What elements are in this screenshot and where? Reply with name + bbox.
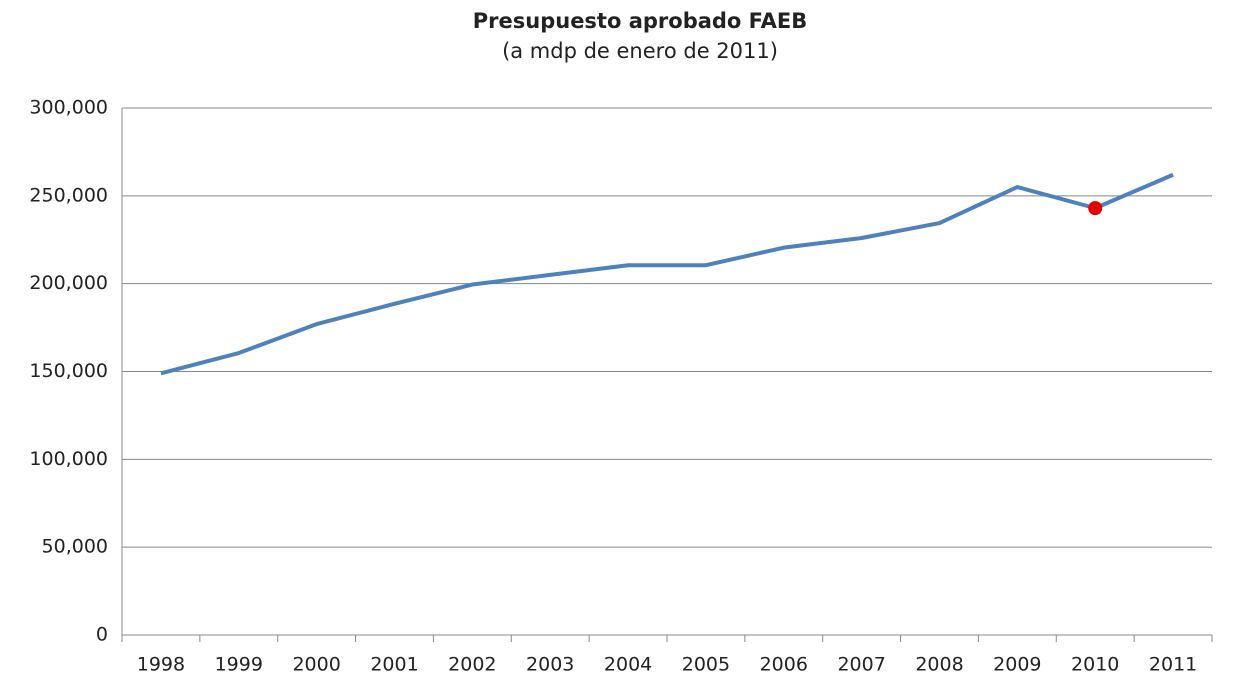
y-tick-label: 250,000 [29,184,108,206]
y-tick-label: 200,000 [29,272,108,294]
chart-title: Presupuesto aprobado FAEB [473,9,807,33]
x-tick-label: 2011 [1149,654,1197,676]
y-tick-label: 300,000 [29,97,108,119]
y-tick-label: 0 [96,624,108,646]
x-tick-label: 2006 [760,654,808,676]
x-tick-label: 2010 [1071,654,1119,676]
x-tick-label: 1998 [137,654,185,676]
x-tick-label: 2004 [604,654,652,676]
x-tick-label: 2007 [837,654,885,676]
y-tick-label: 150,000 [29,360,108,382]
x-tick-label: 2003 [526,654,574,676]
y-tick-label: 100,000 [29,448,108,470]
x-tick-label: 2008 [915,654,963,676]
x-tick-label: 2005 [682,654,730,676]
x-tick-label: 2000 [292,654,340,676]
x-tick-label: 2002 [448,654,496,676]
x-tick-label: 2001 [370,654,418,676]
y-tick-label: 50,000 [42,536,108,558]
series-line [160,172,1174,376]
x-tick-label: 1999 [215,654,263,676]
highlight-point [1088,201,1103,216]
chart-subtitle: (a mdp de enero de 2011) [502,39,778,63]
x-tick-label: 2009 [993,654,1041,676]
